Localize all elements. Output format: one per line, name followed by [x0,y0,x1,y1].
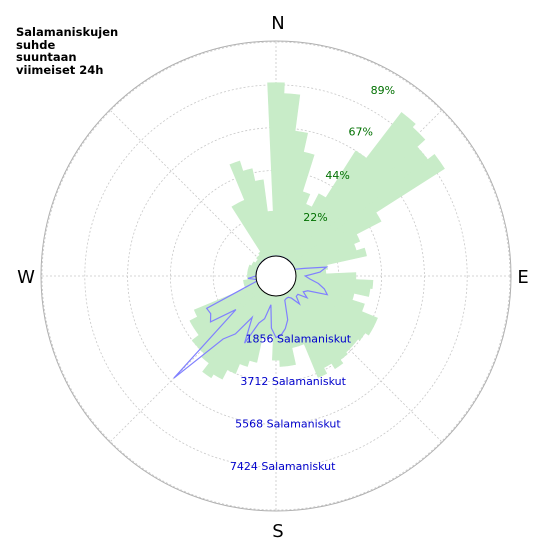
percent-tick-label: 44% [325,169,349,182]
count-tick-label: 5568 Salamaniskut [235,417,341,430]
count-tick-label: 3712 Salamaniskut [240,375,346,388]
percent-tick-label: 89% [371,84,395,97]
compass-n: N [271,13,284,34]
center-circle [255,255,297,297]
outer-ring [40,40,512,512]
percent-tick-label: 22% [303,211,327,224]
grid-layer [40,40,512,512]
count-tick-label: 1856 Salamaniskut [246,332,352,345]
center-layer [255,255,297,297]
count-tick-label: 7424 Salamaniskut [230,460,336,473]
percent-tick-label: 67% [348,126,372,139]
compass-s: S [272,521,283,542]
percent-bars-layer [189,82,445,380]
label-layer: N E S W 22% 44% 67% 89% 1856 Salamaniskut 3712 Sa… [17,13,529,542]
compass-w: W [17,267,35,288]
chart-title: Salamaniskujen suhde suuntaan viimeiset … [16,25,119,77]
compass-e: E [517,267,528,288]
